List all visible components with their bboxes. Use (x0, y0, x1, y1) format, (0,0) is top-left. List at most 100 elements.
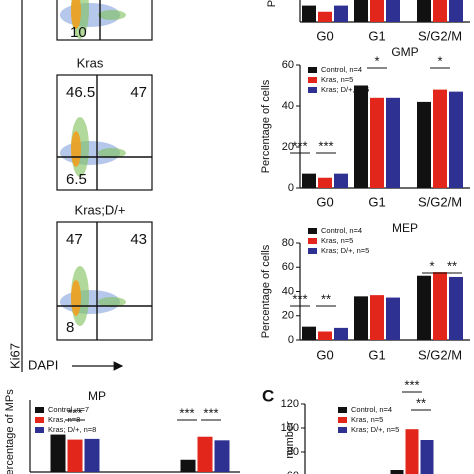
x-tick-label: G0 (316, 347, 333, 362)
x-axis-label: DAPI (28, 357, 58, 372)
quadrant-value: 43 (130, 231, 147, 248)
bar (334, 5, 348, 22)
x-tick-label: S/G2/M (418, 347, 462, 362)
y-tick-label: 60 (282, 59, 294, 71)
panel-label: Kras;D/+ (75, 202, 126, 217)
bar (433, 89, 447, 188)
bar (354, 85, 368, 188)
y-axis-label: Ki67 (7, 343, 22, 369)
legend-swatch (308, 238, 317, 244)
bar (417, 275, 431, 340)
y-tick-label: 0 (288, 334, 294, 346)
cell-cloud (98, 148, 126, 158)
significance-label: *** (203, 405, 218, 420)
bar (390, 470, 404, 474)
bar (50, 434, 66, 472)
cell-cloud (71, 131, 81, 167)
bar (318, 11, 332, 22)
cell-cloud (71, 0, 81, 29)
y-axis-label: Percentage of cells (260, 244, 272, 338)
significance-label: ** (416, 395, 426, 410)
x-tick-label: G1 (368, 347, 385, 362)
legend-swatch (338, 417, 347, 423)
bar (433, 0, 447, 22)
quadrant-value: 6.5 (66, 171, 87, 188)
panel-label: Kras (77, 55, 104, 70)
x-tick-label: S/G2/M (418, 194, 462, 209)
quadrant-value: 47 (130, 84, 147, 101)
legend-label: Control, n=7 (48, 405, 89, 414)
bar (449, 91, 463, 188)
significance-label: ** (321, 291, 331, 306)
chart-title: MP (88, 389, 106, 403)
bar (197, 436, 213, 472)
bar (405, 429, 419, 474)
bar (84, 438, 100, 472)
significance-label: *** (67, 405, 82, 420)
legend-swatch (308, 67, 317, 73)
quadrant-value: 46.5 (66, 84, 95, 101)
significance-label: *** (404, 377, 419, 392)
legend-label: Kras, n=5 (351, 415, 383, 424)
legend-label: Kras; D/+, n=5 (321, 85, 369, 94)
y-tick-label: 80 (287, 446, 299, 458)
y-tick-label: 60 (282, 261, 294, 273)
bar (420, 440, 434, 474)
bar (318, 331, 332, 340)
legend-swatch (308, 248, 317, 254)
legend-label: Control, n=4 (351, 405, 392, 414)
bar (67, 439, 83, 472)
panel-letter: C (262, 386, 274, 405)
significance-label: * (429, 258, 434, 273)
quadrant-value: 8 (66, 319, 74, 336)
significance-label: *** (179, 405, 194, 420)
y-axis-label: number (284, 421, 296, 459)
bar (386, 297, 400, 340)
bar (302, 173, 316, 188)
legend-swatch (338, 427, 347, 433)
bar (370, 97, 384, 188)
y-tick-label: 20 (282, 141, 294, 153)
bar (318, 177, 332, 188)
quadrant-value: 47 (66, 231, 83, 248)
bar (302, 5, 316, 22)
bar (417, 101, 431, 188)
bar (180, 459, 196, 472)
legend-swatch (35, 427, 44, 433)
bar (433, 272, 447, 340)
bar (386, 0, 400, 22)
legend-label: Kras; D/+, n=8 (48, 425, 96, 434)
y-tick-label: 100 (281, 422, 299, 434)
y-tick-label: 20 (282, 310, 294, 322)
y-tick-label: 40 (282, 285, 294, 297)
x-tick-label: S/G2/M (418, 28, 462, 43)
legend-label: Control, n=4 (321, 65, 362, 74)
legend-label: Control, n=4 (321, 226, 362, 235)
y-axis-label: Percentage of cells (266, 0, 278, 7)
bar (334, 327, 348, 340)
quadrant-value: 10 (70, 24, 87, 41)
legend-label: Kras; D/+, n=5 (351, 425, 399, 434)
legend-swatch (35, 417, 44, 423)
bar (302, 326, 316, 340)
significance-label: *** (292, 291, 307, 306)
chart-title: MEP (392, 221, 418, 235)
legend-swatch (308, 77, 317, 83)
bar (214, 440, 230, 472)
legend-label: Kras; D/+, n=5 (321, 246, 369, 255)
bar (449, 276, 463, 340)
y-tick-label: 60 (287, 470, 299, 474)
y-tick-label: 40 (282, 100, 294, 112)
significance-label: *** (318, 138, 333, 153)
y-tick-label: 80 (282, 237, 294, 249)
significance-label: ** (447, 258, 457, 273)
y-axis-label: Percentage of cells (260, 79, 272, 173)
legend-label: Kras, n=5 (321, 75, 353, 84)
significance-label: * (374, 53, 379, 68)
legend-swatch (35, 407, 44, 413)
x-tick-label: G0 (316, 194, 333, 209)
cell-cloud (98, 10, 126, 20)
significance-label: *** (292, 138, 307, 153)
bar (449, 0, 463, 22)
